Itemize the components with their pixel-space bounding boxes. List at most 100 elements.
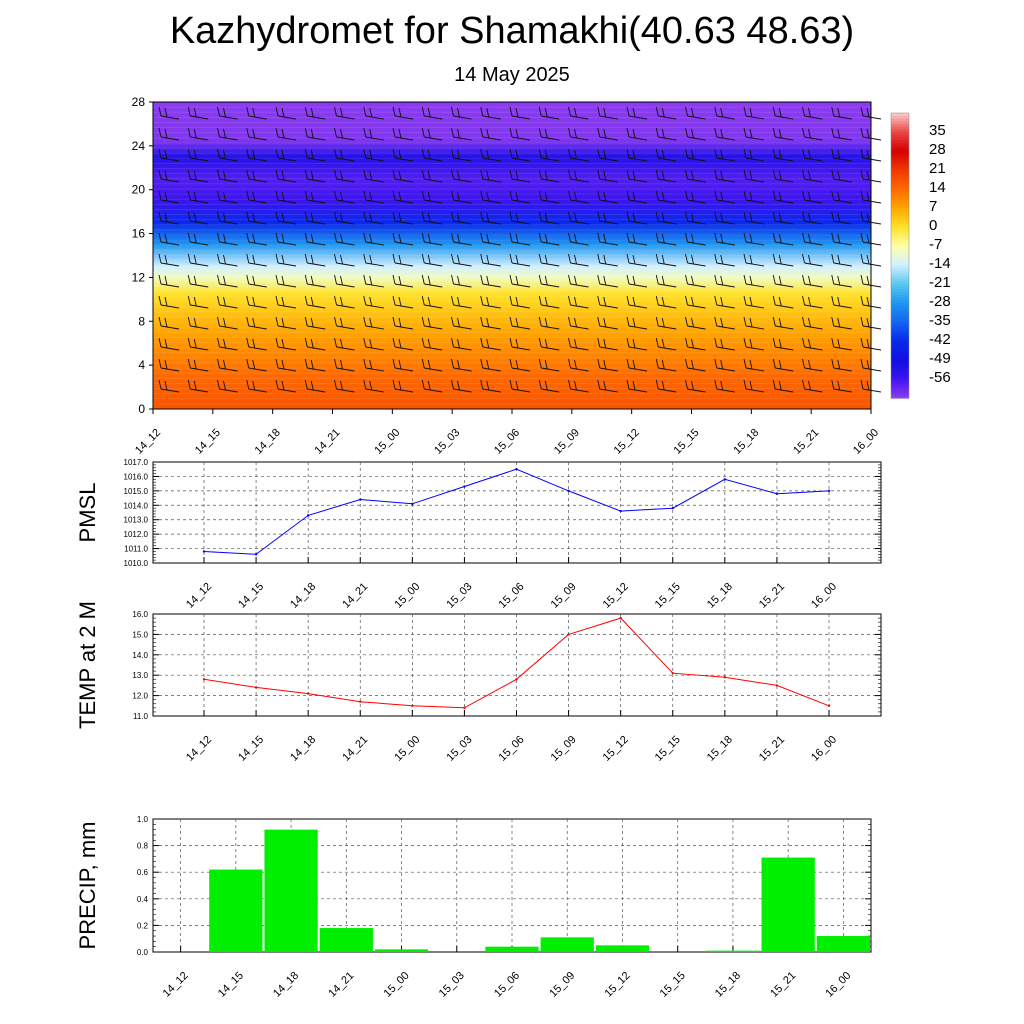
wind-barb: [246, 211, 267, 225]
wind-barb: [187, 379, 209, 393]
x-tick-label: 15_21: [791, 427, 821, 457]
wind-barb: [538, 316, 560, 330]
wind-barb: [275, 148, 297, 162]
x-tick-label: 15_15: [653, 581, 683, 611]
data-point: [567, 633, 570, 636]
wind-barb: [158, 316, 180, 330]
colorbar-label: -42: [929, 331, 951, 348]
data-point: [202, 678, 206, 681]
y-tick-label: 4: [138, 358, 145, 372]
wind-barb: [714, 106, 735, 120]
wind-barb: [334, 274, 355, 288]
wind-barb: [363, 148, 384, 162]
wind-barb: [304, 169, 326, 183]
temp-chart: 11.0 12.0 13.0 14.0 15.0 16.0 14_12 14_15 14_18 1…: [75, 601, 882, 764]
x-tick-label: 14_21: [326, 970, 356, 1000]
wind-barb: [685, 106, 706, 120]
wind-barb: [158, 358, 180, 372]
wind-barb: [246, 106, 267, 120]
x-tick-label: 15_00: [372, 427, 402, 457]
data-point: [567, 489, 570, 493]
data-point: [619, 616, 622, 620]
wind-barb: [246, 358, 267, 372]
wind-barb: [685, 190, 706, 204]
wind-barb: [304, 253, 326, 267]
wind-barb: [509, 337, 531, 351]
y-tick-label: 16: [132, 227, 146, 241]
wind-barb: [392, 211, 414, 225]
colorbar-label: -56: [929, 369, 951, 386]
wind-barb: [451, 358, 472, 372]
wind-barb: [714, 316, 735, 330]
wind-barb: [772, 274, 794, 288]
wind-barb: [392, 253, 414, 267]
colorbar-label: 14: [929, 179, 946, 196]
wind-barb: [538, 127, 560, 141]
wind-barb: [451, 316, 472, 330]
wind-barb: [831, 211, 852, 225]
wind-barb: [626, 190, 648, 204]
wind-barb: [304, 148, 326, 162]
precip-bar: [264, 829, 318, 952]
wind-barb: [246, 379, 267, 393]
wind-barb: [568, 295, 589, 309]
y-tick-label: 20: [132, 183, 146, 197]
x-tick-label: 14_12: [184, 581, 214, 611]
wind-barb: [626, 169, 648, 183]
wind-barb: [334, 169, 355, 183]
wind-barb: [187, 127, 209, 141]
wind-barb: [802, 232, 823, 246]
wind-barb: [304, 232, 326, 246]
precip-bar: [374, 949, 429, 952]
wind-barb: [831, 253, 852, 267]
wind-barb: [743, 169, 765, 183]
wind-barb: [480, 190, 501, 204]
wind-barb: [772, 337, 794, 351]
wind-barb: [158, 253, 180, 267]
wind-barb: [538, 169, 560, 183]
x-tick-label: 15_21: [757, 734, 787, 764]
wind-barb: [685, 274, 706, 288]
wind-barb: [334, 106, 355, 120]
x-tick-label: 14_21: [340, 734, 370, 764]
wind-barb: [568, 316, 589, 330]
wind-barb: [304, 316, 326, 330]
wind-barb: [421, 274, 443, 288]
wind-barb: [509, 316, 531, 330]
wind-barb: [538, 106, 560, 120]
wind-barb: [334, 337, 355, 351]
wind-barb: [363, 274, 384, 288]
y-tick-label: 1011.0: [124, 545, 148, 554]
wind-barb: [451, 253, 472, 267]
wind-barb: [158, 379, 180, 393]
wind-barb: [831, 274, 852, 288]
y-tick-label: 1016.0: [124, 472, 149, 481]
wind-barb: [568, 379, 589, 393]
y-tick-label: 1012.0: [124, 530, 149, 539]
wind-barb: [597, 106, 618, 120]
wind-barb: [626, 127, 648, 141]
wind-barb: [655, 358, 677, 372]
wind-barb: [363, 190, 384, 204]
x-tick-label: 16_00: [809, 734, 839, 764]
y-tick-label: 0.4: [137, 895, 149, 904]
wind-barb: [187, 169, 209, 183]
x-tick-label: 14_12: [184, 734, 214, 764]
wind-barb: [392, 106, 414, 120]
wind-barb: [568, 337, 589, 351]
wind-barb: [831, 316, 852, 330]
wind-barb: [246, 232, 267, 246]
wind-barb: [509, 127, 531, 141]
y-axis-title: PRECIP, mm: [75, 822, 100, 950]
wind-barb: [685, 211, 706, 225]
wind-barb: [509, 358, 531, 372]
colorbar-label: -28: [929, 293, 951, 310]
x-tick-label: 14_12: [133, 427, 163, 457]
wind-barb: [802, 148, 823, 162]
wind-barb: [568, 127, 589, 141]
wind-barb: [421, 337, 443, 351]
wind-barb: [597, 274, 618, 288]
wind-barb: [421, 253, 443, 267]
wind-barb: [743, 232, 765, 246]
y-tick-label: 16.0: [132, 610, 148, 619]
